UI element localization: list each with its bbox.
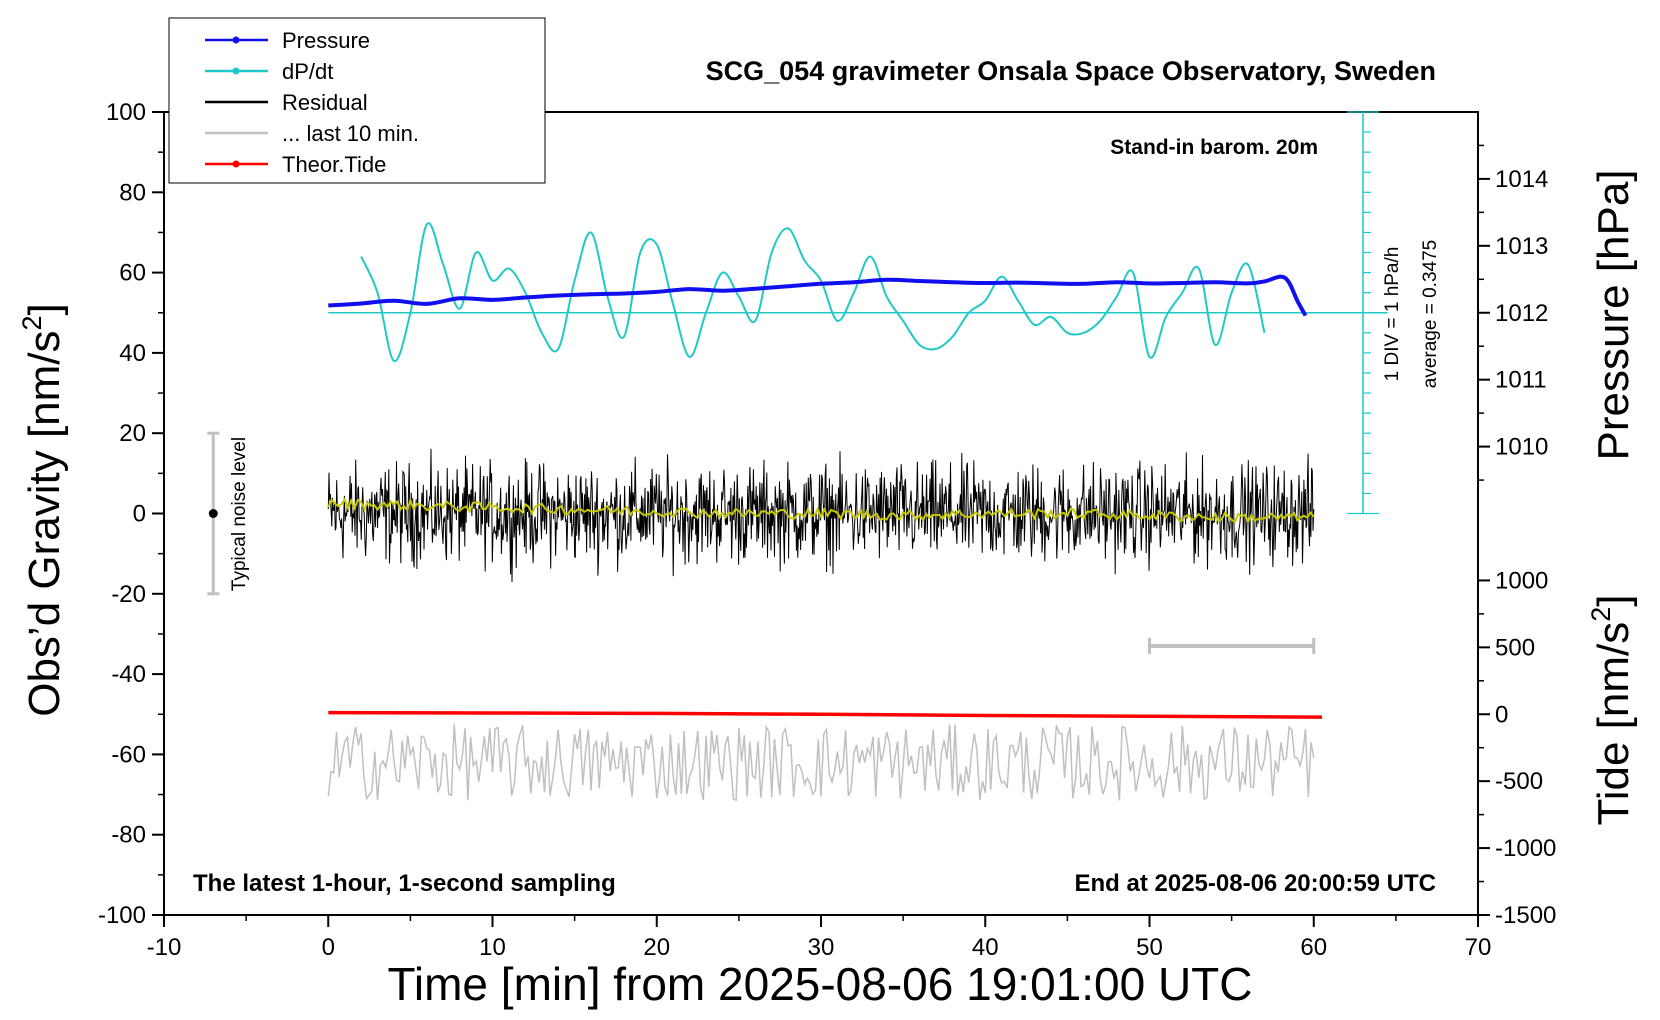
pressure-tick-label: 1012 <box>1495 300 1548 327</box>
y-tick-label: 80 <box>119 179 146 206</box>
noise-level-center-dot <box>208 509 218 518</box>
x-tick-label: 40 <box>972 934 999 961</box>
legend-label: Theor.Tide <box>282 152 386 177</box>
x-axis-label: Time [min] from 2025-08-06 19:01:00 UTC <box>388 958 1253 1010</box>
pressure-tick-label: 1013 <box>1495 233 1548 260</box>
annotation-bottom-right: End at 2025-08-06 20:00:59 UTC <box>1075 870 1437 897</box>
series-pressure-line <box>328 274 1308 317</box>
tide-tick-label: -1500 <box>1495 902 1556 929</box>
y-tick-label: 40 <box>119 340 146 367</box>
legend-label: dP/dt <box>282 59 333 84</box>
pressure-tick-label: 1010 <box>1495 434 1548 461</box>
legend-marker <box>232 36 240 44</box>
series-residual-smooth-line <box>327 497 1315 525</box>
y-axis-pressure: 1014 1013 1012 1011 1010 <box>1478 144 1548 481</box>
y-tick-label: -20 <box>111 581 146 608</box>
y-axis-left-label-sup: 2 <box>17 315 47 330</box>
legend-box <box>168 17 546 184</box>
x-tick-label: 20 <box>643 934 670 961</box>
tide-tick-label: 500 <box>1495 634 1535 661</box>
legend-marker <box>232 160 240 168</box>
x-tick-label: 70 <box>1465 934 1492 961</box>
y-axis-pressure-label: Pressure [hPa] <box>1589 169 1638 460</box>
y-axis-tide-label-close: ] <box>1589 594 1638 606</box>
tide-tick-label: 0 <box>1495 701 1508 728</box>
y-tick-label: -80 <box>111 822 146 849</box>
series-layer <box>207 111 1388 802</box>
y-axis-tide-label-main: Tide [nm/s <box>1589 622 1638 826</box>
dpdt-average-label: average = 0.3475 <box>1420 240 1441 388</box>
legend-label: Residual <box>282 90 368 115</box>
x-tick-label: 10 <box>479 934 506 961</box>
y-axis-left-label-close: ] <box>20 303 69 315</box>
dpdt-scale-label: 1 DIV = 1 hPa/h <box>1382 247 1403 382</box>
legend-label: ... last 10 min. <box>282 121 419 146</box>
tide-tick-label: 1000 <box>1495 567 1548 594</box>
series-dpdt-line <box>360 222 1266 362</box>
y-tick-label: 20 <box>119 420 146 447</box>
y-axis-left-label: Obs’d Gravity [nm/s2] <box>17 303 69 717</box>
x-tick-label: 60 <box>1300 934 1327 961</box>
y-axis-left: 100 80 60 40 20 0 -20 -40 -60 -80 -100 <box>98 99 164 929</box>
tide-tick-label: -1000 <box>1495 835 1556 862</box>
legend-marker <box>232 67 240 75</box>
x-tick-label: 30 <box>808 934 835 961</box>
x-tick-label: 50 <box>1136 934 1163 961</box>
series-tide-line <box>328 710 1323 719</box>
series-last10-line <box>327 724 1315 802</box>
y-axis-tide: 1000 500 0 -500 -1000 -1500 <box>1478 567 1556 929</box>
y-tick-label: -40 <box>111 661 146 688</box>
legend-label: Pressure <box>282 28 370 53</box>
y-tick-label: -100 <box>98 902 146 929</box>
y-tick-label: 0 <box>133 501 146 528</box>
annotation-stand-in: Stand-in barom. 20m <box>1110 136 1318 159</box>
chart-title: SCG_054 gravimeter Onsala Space Observat… <box>706 56 1436 86</box>
tide-tick-label: -500 <box>1495 768 1543 795</box>
y-tick-label: 60 <box>119 260 146 287</box>
pressure-tick-label: 1014 <box>1495 166 1548 193</box>
pressure-tick-label: 1011 <box>1495 367 1547 394</box>
annotation-bottom-left: The latest 1-hour, 1-second sampling <box>193 870 616 897</box>
y-axis-tide-label-sup: 2 <box>1586 607 1616 622</box>
noise-level-label: Typical noise level <box>229 437 250 591</box>
y-axis-left-label-main: Obs’d Gravity [nm/s <box>20 330 69 716</box>
x-tick-label: 0 <box>322 934 335 961</box>
x-axis: -10 0 10 20 30 40 50 60 70 <box>147 915 1492 961</box>
x-tick-label: -10 <box>147 934 182 961</box>
y-tick-label: 100 <box>106 99 146 126</box>
y-tick-label: -60 <box>111 741 146 768</box>
legend: Pressure dP/dt Residual ... last 10 min. The… <box>168 17 546 184</box>
y-axis-tide-label: Tide [nm/s2] <box>1586 594 1638 825</box>
